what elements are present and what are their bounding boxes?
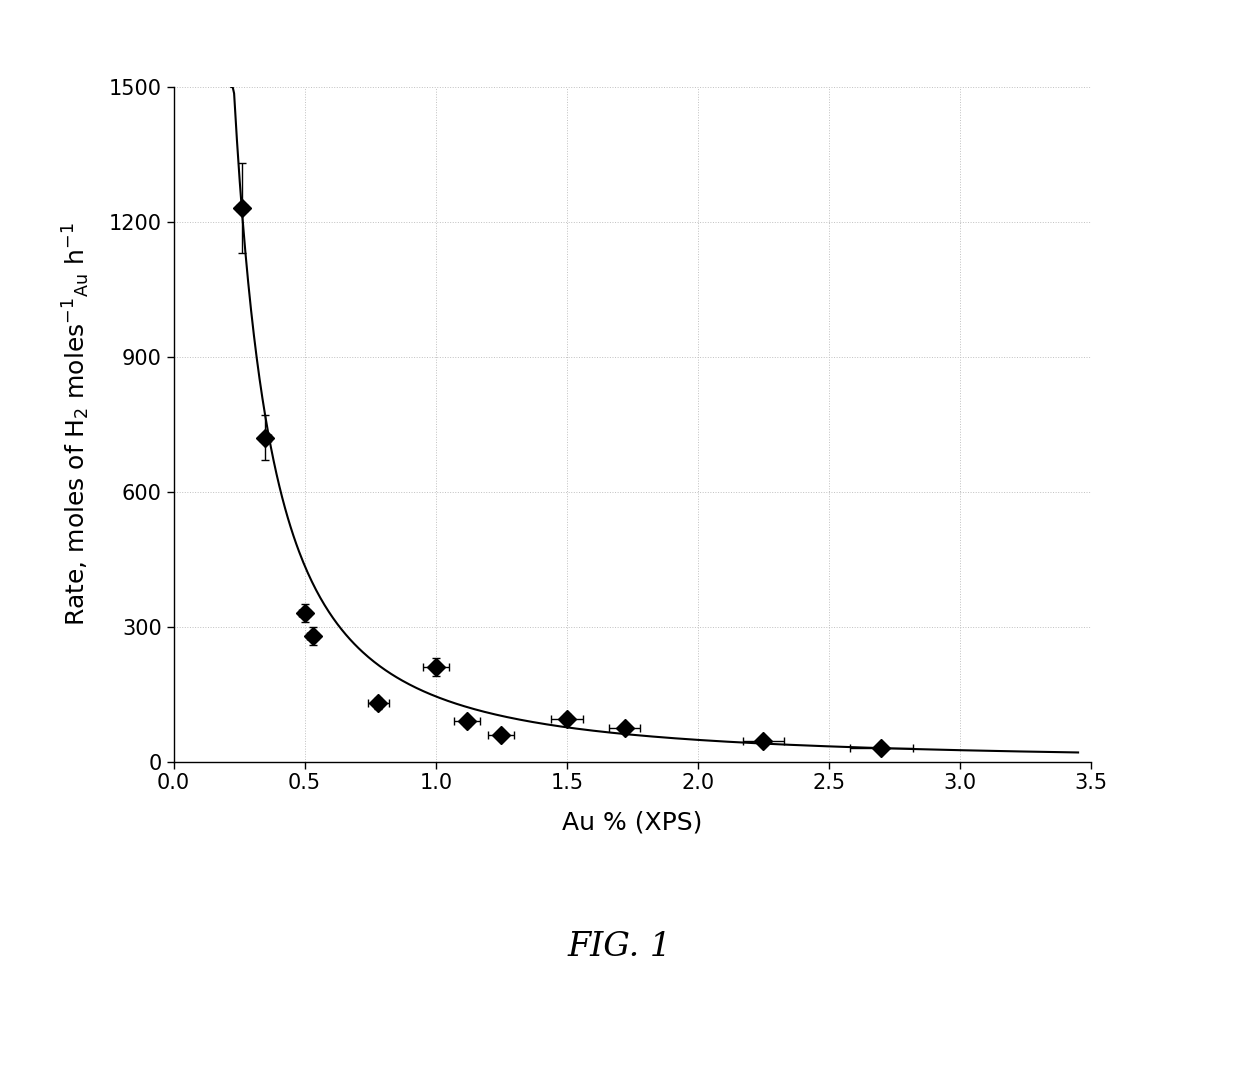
Y-axis label: Rate, moles of H$_2$ moles$^{-1}$$_{\mathregular{Au}}$ h$^{-1}$: Rate, moles of H$_2$ moles$^{-1}$$_{\mat… bbox=[61, 223, 92, 626]
Text: FIG. 1: FIG. 1 bbox=[568, 930, 672, 963]
X-axis label: Au % (XPS): Au % (XPS) bbox=[562, 811, 703, 834]
